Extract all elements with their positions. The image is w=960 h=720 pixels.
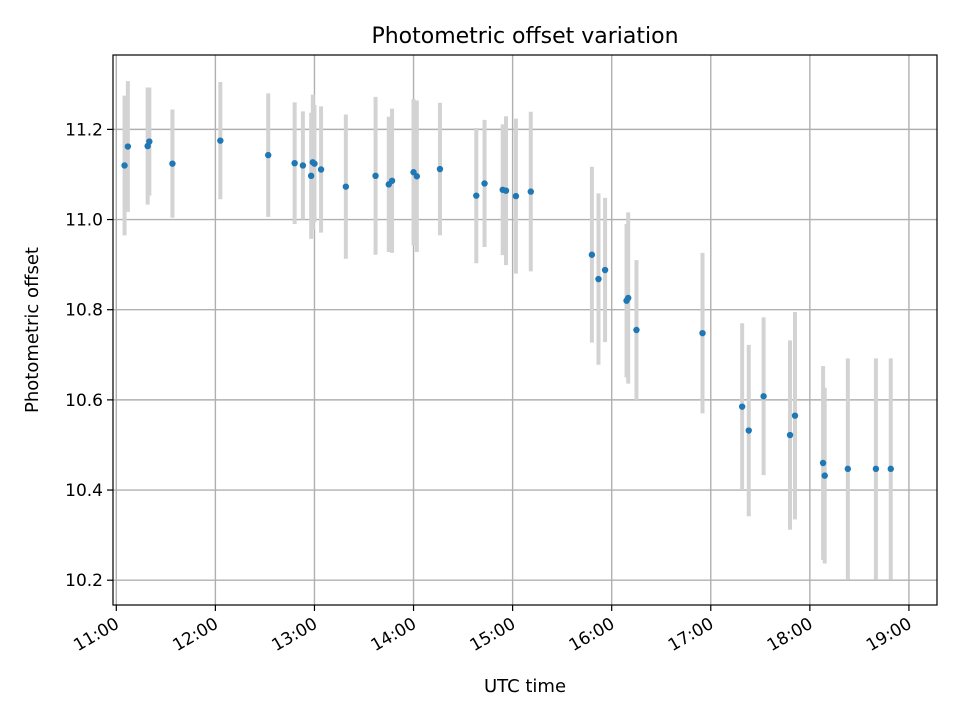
y-axis-label: Photometric offset [22,247,43,413]
data-point [291,159,298,167]
grid [113,55,937,605]
x-tick-label: 14:00 [368,614,420,656]
data-point [601,266,609,274]
x-axis-label: UTC time [484,676,566,697]
y-tick-label: 10.2 [65,571,103,591]
x-tick-label: 19:00 [863,614,915,656]
data-point [124,143,132,150]
data-point [121,162,128,169]
plot-frame [112,54,938,606]
y-tick-label: 11.0 [65,211,103,231]
data-point [760,393,767,400]
data-point [791,412,799,419]
data-point [413,173,421,180]
data-point [169,160,176,167]
chart-title: Photometric offset variation [371,24,678,49]
data-point [473,192,480,199]
data-point [588,251,596,258]
data-point [821,472,828,479]
data-point [372,172,379,180]
data-point [217,137,224,144]
x-tick-label: 18:00 [764,614,816,656]
data-point [512,192,520,200]
data-point [502,187,510,194]
data-point [342,183,350,190]
x-tick-label: 15:00 [467,614,519,656]
data-point [844,465,852,473]
x-axis-ticks: 11:00 12:00 13:00 14:00 15:00 16:00 17:00 18:00… [70,605,915,656]
y-tick-label: 10.6 [65,391,103,411]
data-point [311,160,318,167]
y-tick-label: 11.2 [65,120,103,140]
x-tick-label: 13:00 [269,614,321,656]
data-point [146,138,153,145]
data-point [388,177,396,184]
data-point [299,162,307,169]
data-point [738,403,746,410]
x-tick-label: 12:00 [169,614,221,656]
data-point [265,151,272,159]
data-point [625,294,632,302]
data-point [436,165,444,173]
x-tick-label: 11:00 [70,614,122,656]
data-point [745,427,752,434]
data-point [699,329,706,337]
data-point [527,188,534,195]
y-tick-label: 10.4 [65,481,103,501]
data-point [481,180,488,187]
y-tick-label: 10.8 [65,301,103,321]
data-point [819,459,827,467]
data-point [887,465,894,473]
data-point [872,465,880,473]
data-point [633,326,640,334]
data-point [317,166,325,173]
data-point [307,172,315,180]
data-points [121,137,894,479]
x-tick-label: 17:00 [665,614,717,656]
y-axis-ticks: 10.2 10.4 10.6 10.8 11.0 11.2 [65,120,113,591]
data-point [786,431,794,439]
error-bars [122,81,893,580]
x-tick-label: 16:00 [566,614,618,656]
data-point [595,275,602,283]
